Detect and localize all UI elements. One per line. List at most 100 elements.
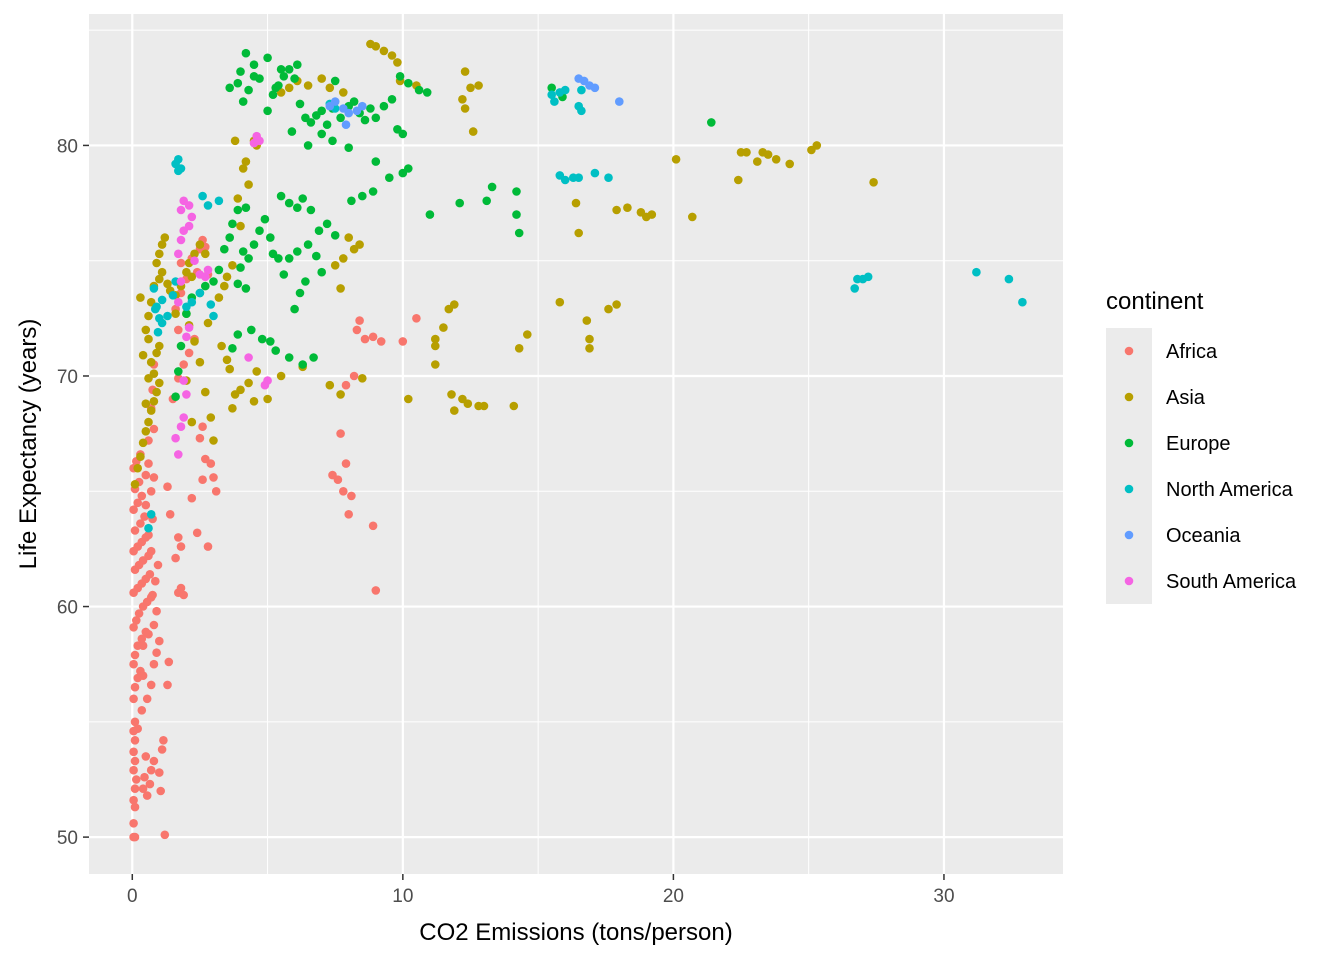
data-point: [379, 46, 389, 56]
data-point: [395, 72, 405, 81]
data-point: [171, 433, 180, 443]
data-point: [688, 212, 697, 222]
data-point: [222, 272, 232, 282]
data-point: [187, 272, 197, 282]
data-point: [225, 364, 234, 374]
data-point: [138, 350, 148, 360]
data-point: [734, 175, 743, 185]
data-point: [582, 316, 592, 325]
data-point: [236, 221, 245, 231]
legend-label: Oceania: [1166, 525, 1241, 547]
legend-item: South America: [1124, 571, 1297, 593]
data-point: [190, 256, 199, 266]
data-point: [168, 291, 178, 300]
data-point: [201, 387, 210, 397]
data-point: [574, 173, 583, 182]
data-point: [152, 387, 161, 397]
data-point: [145, 779, 155, 789]
data-point: [244, 180, 253, 189]
data-point: [290, 74, 299, 83]
data-point: [298, 360, 308, 369]
plot-panel: [89, 14, 1063, 874]
data-point: [149, 473, 159, 482]
data-point: [509, 401, 519, 411]
data-point: [753, 157, 762, 166]
data-point: [360, 334, 370, 344]
data-point: [293, 60, 302, 69]
data-point: [233, 279, 243, 289]
data-point: [347, 196, 356, 206]
data-point: [333, 475, 343, 485]
data-point: [220, 244, 229, 254]
y-tick-label: 70: [57, 367, 78, 388]
data-point: [284, 65, 294, 74]
data-point: [241, 203, 251, 212]
data-point: [129, 765, 138, 775]
data-point: [195, 288, 205, 298]
data-point: [249, 60, 259, 69]
data-point: [233, 194, 243, 203]
data-point: [355, 240, 364, 249]
data-point: [341, 459, 351, 468]
y-tick-label: 60: [57, 598, 78, 619]
data-point: [171, 309, 180, 319]
data-point: [174, 249, 183, 259]
data-point: [134, 609, 144, 618]
data-point: [149, 284, 159, 293]
data-point: [130, 526, 140, 535]
data-point: [371, 157, 381, 166]
data-point: [157, 240, 167, 249]
data-point: [241, 157, 251, 166]
data-point: [211, 487, 221, 496]
data-point: [182, 332, 191, 342]
data-point: [414, 85, 424, 95]
data-point: [174, 155, 183, 164]
data-point: [176, 205, 186, 215]
data-point: [317, 267, 327, 277]
data-point: [244, 378, 253, 388]
data-point: [317, 129, 327, 139]
data-point: [179, 413, 188, 422]
data-point: [206, 300, 216, 309]
data-point: [144, 334, 153, 344]
data-point: [255, 136, 264, 146]
data-point: [146, 680, 156, 690]
data-point: [447, 390, 456, 399]
data-point: [347, 491, 356, 501]
data-point: [163, 311, 172, 321]
data-point: [514, 228, 524, 238]
data-point: [547, 83, 556, 93]
data-point: [290, 304, 299, 314]
data-point: [742, 148, 751, 157]
data-point: [271, 346, 281, 355]
data-point: [228, 219, 237, 229]
series-asia: [130, 39, 878, 489]
data-point: [144, 523, 153, 533]
data-point: [157, 745, 167, 754]
data-point: [174, 367, 183, 376]
data-point: [132, 616, 141, 625]
data-point: [176, 542, 186, 551]
data-point: [422, 88, 432, 97]
data-point: [330, 76, 340, 86]
data-point: [336, 390, 345, 399]
data-point: [276, 65, 286, 74]
data-point: [145, 570, 155, 579]
data-point: [152, 258, 161, 268]
data-point: [366, 104, 375, 113]
data-point: [137, 706, 147, 715]
data-point: [371, 42, 381, 51]
data-point: [341, 120, 351, 129]
data-point: [623, 203, 632, 212]
data-point: [458, 95, 467, 104]
legend-label: Africa: [1166, 341, 1218, 363]
data-point: [314, 226, 324, 235]
data-point: [404, 394, 413, 404]
data-point: [133, 463, 142, 473]
data-point: [129, 819, 138, 828]
data-point: [284, 198, 294, 208]
data-point: [174, 533, 183, 542]
data-point: [129, 505, 138, 514]
data-point: [130, 756, 140, 766]
data-point: [257, 334, 267, 344]
